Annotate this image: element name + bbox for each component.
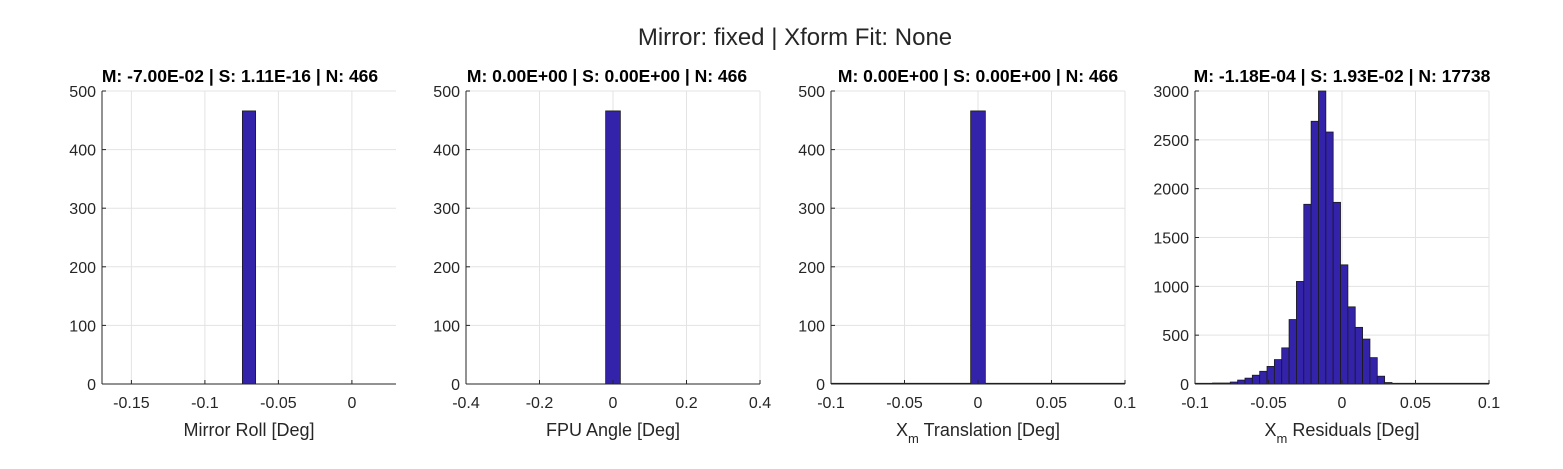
histogram-bar (1347, 306, 1356, 385)
histogram-bar (1340, 264, 1349, 385)
panel-title: M: 0.00E+00 | S: 0.00E+00 | N: 466 (838, 66, 1118, 86)
panel-title: M: -7.00E-02 | S: 1.11E-16 | N: 466 (102, 66, 379, 86)
y-tick-label: 200 (433, 260, 460, 277)
x-axis-label: FPU Angle [Deg] (546, 420, 680, 440)
histogram-bar (1273, 359, 1283, 385)
histogram-panel-2: -0.4 -0.2 0 0.2 0.4 0 100 200 300 400 500 M: 0.00E+… (433, 66, 771, 440)
histogram-bar (1310, 120, 1319, 385)
x-tick-label: 0 (347, 395, 356, 412)
histogram-bar (970, 110, 986, 385)
x-tick-label: -0.2 (526, 395, 554, 412)
x-axis-label-subscript: m (1277, 431, 1288, 446)
x-axis-label-main: FPU Angle [Deg] (546, 420, 680, 440)
histogram-panels: -0.15 -0.1 -0.05 0 0 100 200 300 400 500 M: -7.00E… (69, 66, 1500, 446)
y-tick-label: 2000 (1153, 182, 1189, 199)
y-tick-label: 400 (433, 143, 460, 160)
y-tick-label: 500 (1162, 328, 1189, 345)
x-tick-label: 0 (974, 395, 983, 412)
y-tick-label: 0 (451, 377, 460, 394)
x-tick-label: -0.05 (1250, 395, 1287, 412)
histogram-bar (241, 110, 257, 385)
histogram-panel-4: -0.1 -0.05 0 0.05 0.1 0 500 1000 1500 2000 2500 300… (1153, 66, 1500, 446)
histogram-bar (605, 110, 621, 385)
x-tick-label: 0.4 (749, 395, 771, 412)
y-tick-label: 200 (69, 260, 96, 277)
histogram-bar (1332, 201, 1341, 385)
y-tick-label: 100 (69, 318, 96, 335)
panel-title: M: 0.00E+00 | S: 0.00E+00 | N: 466 (467, 66, 747, 86)
x-axis-label-rest: Translation [Deg] (919, 420, 1060, 440)
x-tick-label: -0.4 (452, 395, 480, 412)
histogram-bar (1244, 377, 1253, 385)
y-tick-label: 3000 (1153, 84, 1189, 101)
x-axis-label-main: Mirror Roll [Deg] (183, 420, 314, 440)
x-tick-label: 0.2 (675, 395, 697, 412)
histogram-bar (1318, 90, 1327, 385)
histogram-bar (1376, 375, 1386, 385)
y-tick-label: 200 (798, 260, 825, 277)
x-tick-label: 0.05 (1400, 395, 1431, 412)
x-tick-label: 0 (1338, 395, 1347, 412)
y-tick-label: 100 (798, 318, 825, 335)
histogram-bar (1251, 374, 1261, 385)
histogram-bar (1281, 347, 1290, 385)
histogram-bar (1237, 379, 1246, 385)
y-tick-label: 0 (1180, 377, 1189, 394)
figure-title: Mirror: fixed | Xform Fit: None (638, 24, 952, 51)
histogram-bar (1354, 326, 1363, 385)
y-tick-label: 400 (69, 143, 96, 160)
histogram-bar (1362, 338, 1371, 385)
y-tick-label: 0 (816, 377, 825, 394)
x-tick-label: 0.1 (1478, 395, 1500, 412)
x-axis-label-main: X (896, 420, 908, 440)
x-tick-label: -0.1 (1181, 395, 1209, 412)
histogram-bar (1288, 319, 1297, 385)
x-tick-label: -0.05 (260, 395, 297, 412)
panel-title: M: -1.18E-04 | S: 1.93E-02 | N: 17738 (1194, 66, 1491, 86)
y-tick-label: 300 (798, 201, 825, 218)
x-axis-label: Xm Residuals [Deg] (1265, 420, 1420, 446)
histogram-bar (1296, 281, 1305, 385)
y-tick-label: 300 (69, 201, 96, 218)
y-tick-label: 100 (433, 318, 460, 335)
x-tick-label: -0.15 (113, 395, 150, 412)
y-tick-label: 500 (433, 84, 460, 101)
y-tick-label: 500 (69, 84, 96, 101)
y-tick-label: 2500 (1153, 133, 1189, 150)
x-tick-label: -0.1 (817, 395, 845, 412)
y-tick-label: 500 (798, 84, 825, 101)
x-tick-label: 0 (609, 395, 618, 412)
histogram-panel-3: -0.1 -0.05 0 0.05 0.1 0 100 200 300 400 500 M: 0.00… (798, 66, 1136, 446)
x-tick-label: -0.05 (886, 395, 923, 412)
histogram-bar (1325, 131, 1334, 385)
histogram-bar (1259, 370, 1268, 385)
histogram-bar (1369, 357, 1378, 385)
y-tick-label: 300 (433, 201, 460, 218)
x-axis-label: Xm Translation [Deg] (896, 420, 1060, 446)
y-tick-label: 1000 (1153, 279, 1189, 296)
x-axis-label-main: X (1265, 420, 1277, 440)
histogram-bar (1303, 203, 1312, 385)
x-tick-label: 0.1 (1114, 395, 1136, 412)
y-tick-label: 400 (798, 143, 825, 160)
x-tick-label: 0.05 (1036, 395, 1067, 412)
y-tick-label: 1500 (1153, 231, 1189, 248)
x-axis-label: Mirror Roll [Deg] (183, 420, 314, 440)
x-axis-label-rest: Residuals [Deg] (1287, 420, 1419, 440)
x-tick-label: -0.1 (191, 395, 219, 412)
histogram-panel-1: -0.15 -0.1 -0.05 0 0 100 200 300 400 500 M: -7.00E… (69, 66, 396, 440)
x-axis-label-subscript: m (908, 431, 919, 446)
y-tick-label: 0 (87, 377, 96, 394)
